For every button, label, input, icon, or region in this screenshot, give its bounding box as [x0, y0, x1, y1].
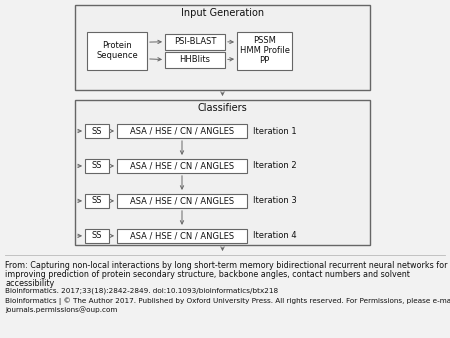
Bar [85, 159, 109, 173]
Text: SS: SS [92, 231, 102, 240]
Text: Iteration 3: Iteration 3 [253, 196, 297, 206]
Bar [117, 159, 247, 173]
Text: ASA / HSE / CN / ANGLES: ASA / HSE / CN / ANGLES [130, 126, 234, 136]
Text: SS: SS [92, 126, 102, 136]
Text: PSI-BLAST: PSI-BLAST [174, 37, 216, 46]
Text: Iteration 4: Iteration 4 [253, 231, 297, 240]
Bar [117, 229, 247, 243]
Text: Protein
Sequence: Protein Sequence [96, 41, 138, 60]
Bar [75, 5, 370, 90]
Text: Bioinformatics | © The Author 2017. Published by Oxford University Press. All ri: Bioinformatics | © The Author 2017. Publ… [5, 297, 450, 305]
Text: journals.permissions@oup.com: journals.permissions@oup.com [5, 306, 117, 313]
Text: SS: SS [92, 196, 102, 206]
Text: HHBlits: HHBlits [180, 55, 211, 64]
Text: Bioinformatics. 2017;33(18):2842-2849. doi:10.1093/bioinformatics/btx218: Bioinformatics. 2017;33(18):2842-2849. d… [5, 288, 278, 294]
Bar [85, 124, 109, 138]
Text: improving prediction of protein secondary structure, backbone angles, contact nu: improving prediction of protein secondar… [5, 270, 410, 279]
Text: Classifiers: Classifiers [198, 103, 248, 113]
Text: ASA / HSE / CN / ANGLES: ASA / HSE / CN / ANGLES [130, 196, 234, 206]
Text: Input Generation: Input Generation [181, 8, 264, 18]
Text: PSSM
HMM Profile
PP: PSSM HMM Profile PP [239, 35, 289, 65]
Bar [75, 100, 370, 245]
Text: ASA / HSE / CN / ANGLES: ASA / HSE / CN / ANGLES [130, 231, 234, 240]
Text: From: Capturing non-local interactions by long short-term memory bidirectional r: From: Capturing non-local interactions b… [5, 261, 447, 270]
Bar [165, 34, 225, 50]
Bar [117, 194, 247, 208]
Text: ASA / HSE / CN / ANGLES: ASA / HSE / CN / ANGLES [130, 162, 234, 170]
Text: Iteration 2: Iteration 2 [253, 162, 297, 170]
Bar [165, 52, 225, 68]
Bar [85, 194, 109, 208]
Text: SS: SS [92, 162, 102, 170]
Bar [237, 31, 292, 70]
Bar [85, 229, 109, 243]
Text: accessibility: accessibility [5, 279, 54, 288]
Text: Iteration 1: Iteration 1 [253, 126, 297, 136]
Bar [117, 124, 247, 138]
Bar [87, 31, 147, 70]
